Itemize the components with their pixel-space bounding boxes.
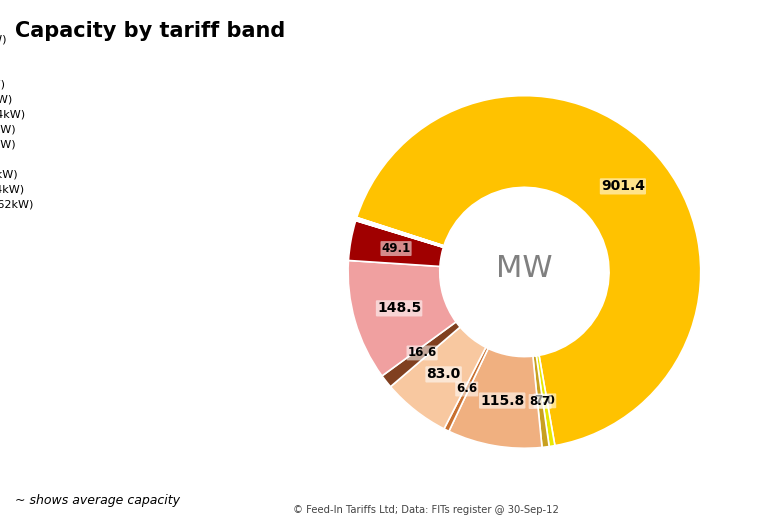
Text: 115.8: 115.8 xyxy=(480,393,524,407)
Wedge shape xyxy=(356,218,444,246)
Text: 6.6: 6.6 xyxy=(456,382,477,395)
Wedge shape xyxy=(348,260,456,376)
Text: 901.4: 901.4 xyxy=(601,179,645,194)
Text: ~ shows average capacity: ~ shows average capacity xyxy=(15,494,180,507)
Wedge shape xyxy=(533,356,549,447)
Text: 8.7: 8.7 xyxy=(530,395,550,408)
Wedge shape xyxy=(391,327,486,429)
Wedge shape xyxy=(356,96,701,446)
Text: 83.0: 83.0 xyxy=(426,367,461,381)
Legend: ≤4kW New-build  (~1.6kW), ≤4kW Retrofit  (~2.9kW), >4kW – 10kW  (~7.7kW), >10kW : ≤4kW New-build (~1.6kW), ≤4kW Retrofit (… xyxy=(0,34,34,225)
Text: 148.5: 148.5 xyxy=(377,301,421,315)
Text: © Feed-In Tariffs Ltd; Data: FITs register @ 30-Sep-12: © Feed-In Tariffs Ltd; Data: FITs regist… xyxy=(293,505,559,515)
Text: MW: MW xyxy=(496,254,553,283)
Wedge shape xyxy=(348,221,443,266)
Wedge shape xyxy=(356,218,444,247)
Wedge shape xyxy=(537,355,555,447)
Wedge shape xyxy=(356,220,444,247)
Text: 16.6: 16.6 xyxy=(407,346,437,359)
Text: 49.1: 49.1 xyxy=(382,242,410,255)
Wedge shape xyxy=(449,348,542,448)
Wedge shape xyxy=(382,322,460,386)
Text: 7.0: 7.0 xyxy=(534,394,556,407)
Text: Capacity by tariff band: Capacity by tariff band xyxy=(15,21,286,41)
Wedge shape xyxy=(356,220,444,247)
Wedge shape xyxy=(444,347,488,431)
